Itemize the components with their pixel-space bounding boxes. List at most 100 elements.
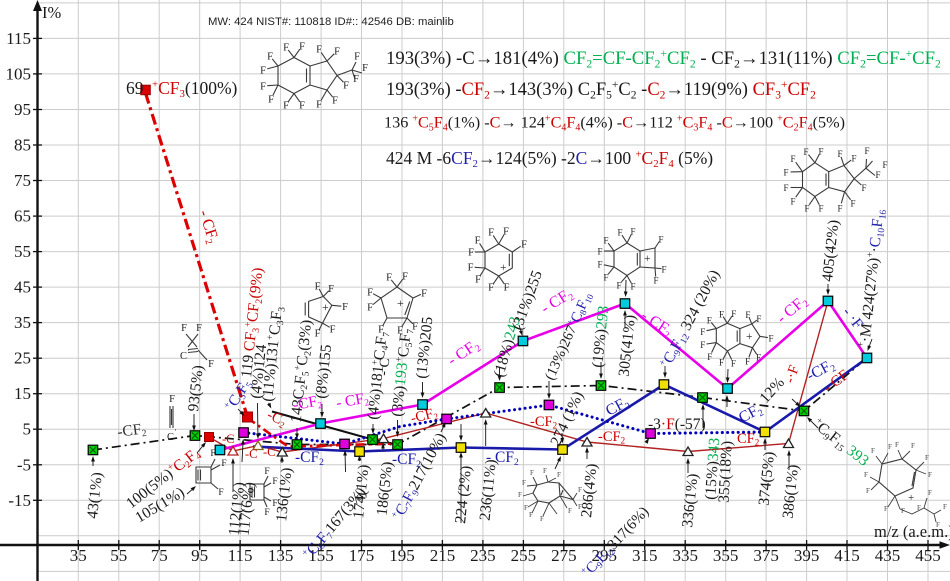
svg-text:F: F (866, 487, 870, 495)
svg-text:F: F (540, 515, 544, 523)
svg-text:+: + (500, 262, 507, 274)
svg-text:F: F (330, 325, 336, 336)
svg-text:95: 95 (14, 100, 31, 119)
svg-text:(13%)205: (13%)205 (413, 316, 436, 380)
svg-text:F: F (731, 359, 736, 369)
svg-text:F: F (272, 499, 277, 509)
svg-text:5: 5 (23, 420, 32, 439)
svg-text:(3%)193+​C5​F7​: (3%)193+​C5​F7​ (388, 328, 417, 418)
svg-text:F: F (803, 147, 808, 157)
svg-text:MW: 424 NIST#: 110818 ID#::: MW: 424 NIST#: 110818 ID#:: 42546 DB: ma… (208, 16, 454, 28)
svg-text:-15: -15 (8, 491, 31, 510)
svg-text:F: F (334, 47, 340, 58)
svg-text:155: 155 (308, 546, 334, 565)
svg-text:F: F (267, 52, 273, 63)
svg-text:F: F (530, 469, 534, 477)
svg-text:F: F (315, 329, 321, 340)
svg-text:374(5%): 374(5%) (756, 451, 779, 507)
svg-text:F: F (745, 357, 750, 367)
svg-text:-CF2​: -CF2​ (295, 449, 324, 468)
svg-text:F: F (181, 323, 187, 334)
svg-text:65: 65 (14, 207, 31, 226)
svg-text:F: F (864, 471, 868, 479)
svg-text:F: F (768, 334, 773, 344)
svg-text:43(1%): 43(1%) (84, 471, 106, 519)
svg-text:236(11%): 236(11%) (477, 459, 500, 522)
svg-text:F: F (332, 96, 338, 107)
svg-text:F: F (268, 95, 274, 106)
svg-text:F: F (522, 479, 526, 487)
svg-text:F: F (299, 42, 305, 53)
svg-text:(11%)131+​C3​F3​: (11%)131+​C3​F3​ (258, 305, 288, 402)
svg-text:F: F (503, 227, 509, 238)
svg-text:F: F (578, 503, 582, 511)
svg-text:295: 295 (592, 546, 618, 565)
svg-text:F: F (603, 273, 608, 283)
svg-text:-CF2​: -CF2​ (598, 429, 625, 446)
svg-text:(19%)293: (19%)293 (589, 305, 612, 369)
svg-text:F: F (928, 489, 932, 497)
svg-text:85: 85 (14, 135, 31, 154)
svg-text:F: F (700, 340, 705, 350)
svg-text:CF2​: CF2​ (737, 431, 759, 448)
svg-text:F: F (943, 503, 947, 511)
svg-text:F: F (529, 511, 533, 519)
svg-text:135: 135 (268, 546, 294, 565)
svg-text:215: 215 (430, 546, 456, 565)
svg-text:405(42%): 405(42%) (819, 219, 842, 282)
svg-text:F: F (354, 52, 360, 63)
svg-text:F: F (745, 310, 750, 320)
svg-text:F: F (818, 204, 823, 214)
svg-text:224 (2%): 224 (2%) (452, 465, 475, 525)
svg-text:F: F (875, 170, 880, 180)
svg-text:F: F (837, 149, 842, 159)
svg-text:143C2​F5​+​C2​(3%): 143C2​F5​+​C2​(3%) (287, 319, 317, 424)
svg-text:375: 375 (753, 546, 779, 565)
svg-text:93(5%): 93(5%) (185, 364, 207, 412)
svg-text:355: 355 (713, 546, 739, 565)
svg-text:F: F (568, 507, 572, 515)
svg-text:F: F (521, 240, 527, 251)
svg-text:F: F (597, 260, 602, 270)
svg-text:193(3%) -CF2​→143(3%) C2​F5​+​: 193(3%) -CF2​→143(3%) C2​F5​+​C2​ -C2​→1… (386, 79, 816, 101)
svg-text:55: 55 (110, 546, 127, 565)
svg-text:F: F (316, 100, 322, 111)
svg-text:F: F (518, 491, 522, 499)
svg-text:F: F (719, 358, 724, 368)
svg-text:F: F (367, 303, 373, 314)
svg-text:F: F (864, 146, 869, 156)
svg-text:115: 115 (6, 29, 31, 48)
svg-text:F: F (707, 352, 712, 362)
svg-text:F: F (790, 197, 795, 207)
svg-text:F: F (936, 521, 940, 529)
svg-text:F: F (210, 449, 215, 459)
svg-text:115: 115 (228, 546, 253, 565)
svg-text:35: 35 (70, 546, 87, 565)
svg-text:55: 55 (14, 242, 31, 261)
svg-text:F: F (925, 454, 929, 462)
svg-text:315: 315 (632, 546, 658, 565)
svg-text:-C: -C (245, 447, 258, 461)
svg-text:F: F (818, 147, 823, 157)
svg-text:275: 275 (551, 546, 577, 565)
svg-text:F: F (861, 183, 866, 193)
svg-text:F: F (783, 168, 788, 178)
svg-text:+: + (322, 300, 329, 314)
svg-text:F: F (928, 471, 932, 479)
svg-text:F: F (783, 183, 788, 193)
svg-text:F: F (343, 81, 349, 92)
svg-text:F: F (488, 228, 494, 239)
svg-text:F: F (208, 359, 214, 370)
svg-text:435: 435 (875, 546, 901, 565)
svg-text:235: 235 (470, 546, 496, 565)
svg-text:F: F (661, 265, 666, 275)
svg-text:F: F (386, 273, 392, 284)
svg-text:F: F (475, 275, 481, 286)
svg-text:-C: -C (263, 445, 276, 459)
svg-text:F: F (603, 236, 608, 246)
svg-text:F: F (731, 309, 736, 319)
svg-text:F: F (468, 263, 474, 274)
svg-text:286(4%): 286(4%) (578, 463, 601, 519)
svg-text:F: F (911, 442, 915, 450)
svg-text:-5: -5 (17, 455, 31, 474)
